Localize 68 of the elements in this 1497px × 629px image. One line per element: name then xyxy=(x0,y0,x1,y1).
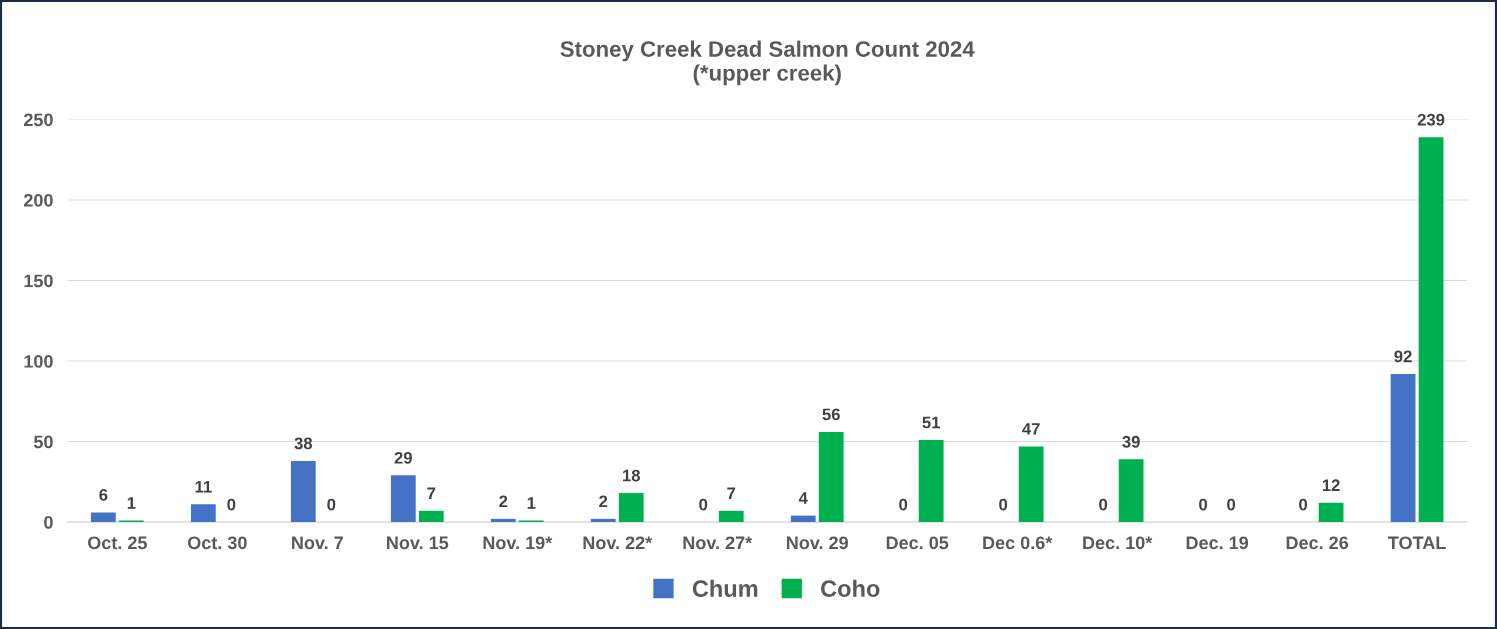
bar xyxy=(818,431,844,523)
x-tick-label: Nov. 7 xyxy=(292,536,343,550)
data-label: 0 xyxy=(327,498,336,511)
x-tick-label: TOTAL xyxy=(1388,536,1446,550)
x-tick-label: Dec 0.6* xyxy=(983,536,1053,550)
data-label: 51 xyxy=(922,416,940,429)
legend-label: Coho xyxy=(821,579,880,598)
data-label: 0 xyxy=(699,498,708,511)
data-label: 7 xyxy=(427,487,436,500)
data-label: 92 xyxy=(1394,350,1412,363)
data-label: 56 xyxy=(822,408,840,421)
data-label: 0 xyxy=(899,498,908,511)
x-tick-label: Oct. 30 xyxy=(187,536,247,550)
data-label: 0 xyxy=(1199,498,1208,511)
data-label: 39 xyxy=(1122,435,1140,448)
data-label: 12 xyxy=(1322,479,1340,491)
x-tick-label: Dec. 10* xyxy=(1083,536,1153,550)
y-tick-label: 0 xyxy=(44,516,53,529)
bar xyxy=(490,518,516,523)
bar xyxy=(618,493,644,523)
y-tick-label: 100 xyxy=(24,354,53,368)
data-label: 4 xyxy=(798,492,808,504)
x-tick-label: Dec. 19 xyxy=(1186,536,1249,550)
data-label: 29 xyxy=(394,451,412,464)
data-label: 7 xyxy=(727,487,736,500)
bar xyxy=(90,512,116,523)
data-label: 11 xyxy=(195,481,212,493)
data-label: 1 xyxy=(127,497,136,509)
data-label: 0 xyxy=(1227,498,1236,511)
y-tick-label: 250 xyxy=(23,113,53,127)
legend-label: Chum xyxy=(692,579,758,598)
data-label: 0 xyxy=(227,498,236,511)
bar xyxy=(590,518,616,523)
data-label: 0 xyxy=(1099,498,1108,511)
bar xyxy=(390,475,416,523)
bar xyxy=(918,439,944,523)
y-tick-label: 50 xyxy=(33,435,53,449)
data-label: 239 xyxy=(1417,113,1445,126)
bar xyxy=(718,510,744,523)
data-label: 0 xyxy=(1299,498,1308,511)
y-tick-label: 200 xyxy=(23,193,53,207)
x-tick-label: Oct. 25 xyxy=(87,536,147,550)
x-tick-label: Nov. 29 xyxy=(786,536,848,550)
x-tick-label: Dec. 05 xyxy=(886,536,949,550)
x-tick-label: Nov. 19* xyxy=(483,536,553,550)
data-label: 0 xyxy=(999,498,1008,511)
y-tick-label: 150 xyxy=(24,274,53,288)
data-label: 18 xyxy=(623,469,640,482)
bar xyxy=(1018,446,1044,523)
bar xyxy=(418,510,444,523)
bar xyxy=(1418,137,1444,523)
chart-title: Stoney Creek Dead Salmon Count 2024 (*upper creek) xyxy=(560,40,975,86)
x-tick-label: Nov. 27* xyxy=(683,536,753,550)
x-tick-label: Nov. 22* xyxy=(583,536,653,550)
data-label: 2 xyxy=(499,495,508,508)
bar xyxy=(290,460,316,523)
bar xyxy=(1390,373,1416,523)
x-tick-label: Nov. 15 xyxy=(387,536,449,550)
bar xyxy=(1318,502,1344,523)
data-label: 38 xyxy=(294,437,313,450)
data-label: 47 xyxy=(1022,423,1040,435)
bar xyxy=(190,504,216,523)
bar xyxy=(1118,459,1144,523)
data-label: 6 xyxy=(99,488,108,501)
data-label: 2 xyxy=(599,495,608,508)
x-tick-label: Dec. 26 xyxy=(1286,536,1349,550)
bar xyxy=(790,515,816,523)
data-label: 1 xyxy=(527,497,536,509)
